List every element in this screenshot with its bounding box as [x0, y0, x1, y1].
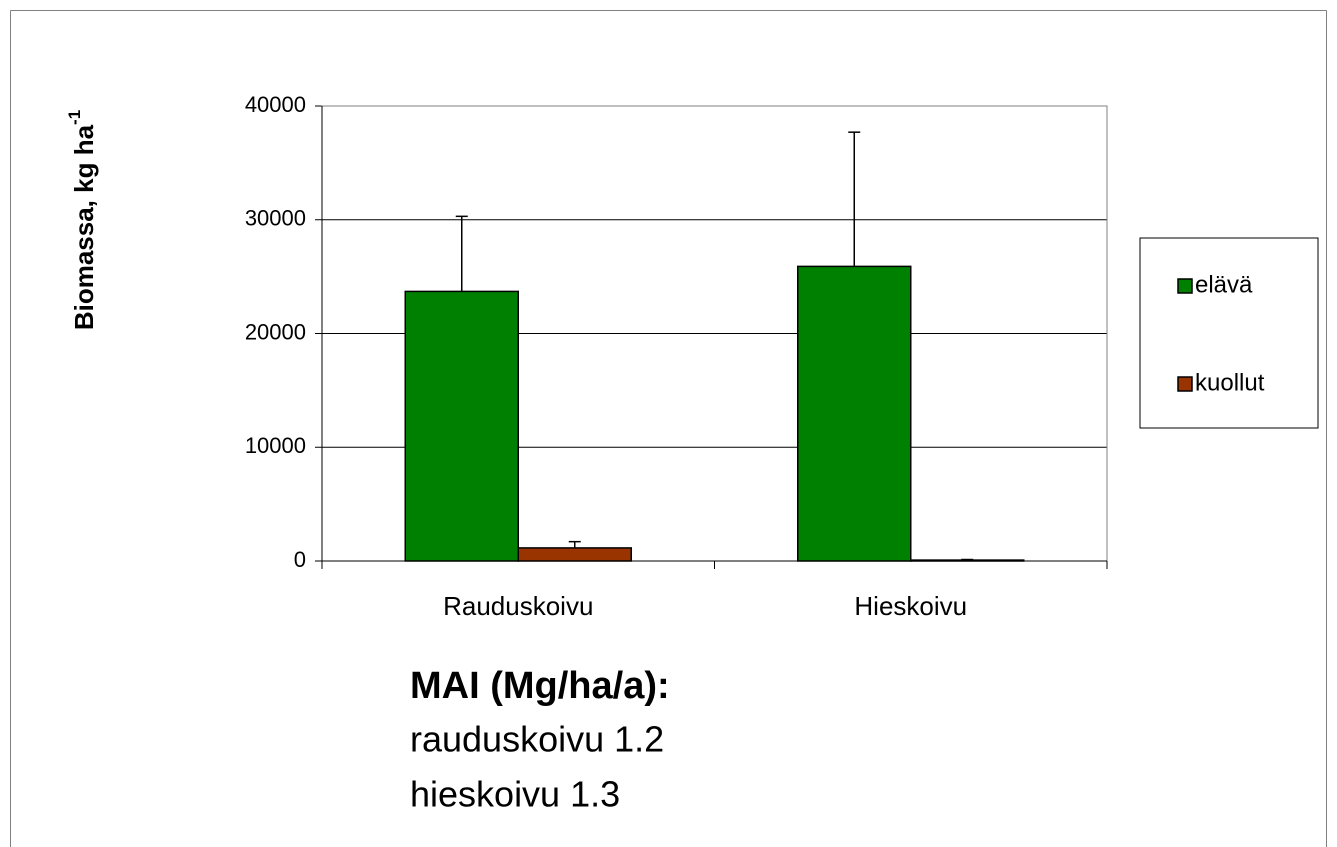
annotation: hieskoivu 1.3	[410, 774, 620, 815]
y-tick-label: 20000	[245, 319, 306, 344]
annotation: rauduskoivu 1.2	[410, 719, 664, 760]
bar	[404, 290, 519, 562]
y-tick-label: 10000	[245, 433, 306, 458]
bar	[517, 547, 632, 562]
y-tick-label: 0	[294, 547, 306, 572]
legend-swatch	[1177, 376, 1193, 392]
y-axis-label-text: Biomassa, kg ha	[69, 124, 99, 330]
y-tick-label: 40000	[245, 92, 306, 117]
legend-label: elävä	[1195, 271, 1253, 298]
legend-label: kuollut	[1195, 369, 1265, 396]
y-axis-label-sup: -1	[65, 110, 84, 125]
bar	[797, 265, 912, 562]
x-tick-label: Rauduskoivu	[443, 591, 593, 621]
y-axis-label: Biomassa, kg ha-1	[65, 110, 98, 330]
annotation: MAI (Mg/ha/a):	[410, 665, 670, 707]
legend-swatch	[1177, 278, 1193, 294]
legend-box	[1139, 237, 1319, 429]
x-tick-label: Hieskoivu	[854, 591, 967, 621]
y-tick-label: 30000	[245, 206, 306, 231]
